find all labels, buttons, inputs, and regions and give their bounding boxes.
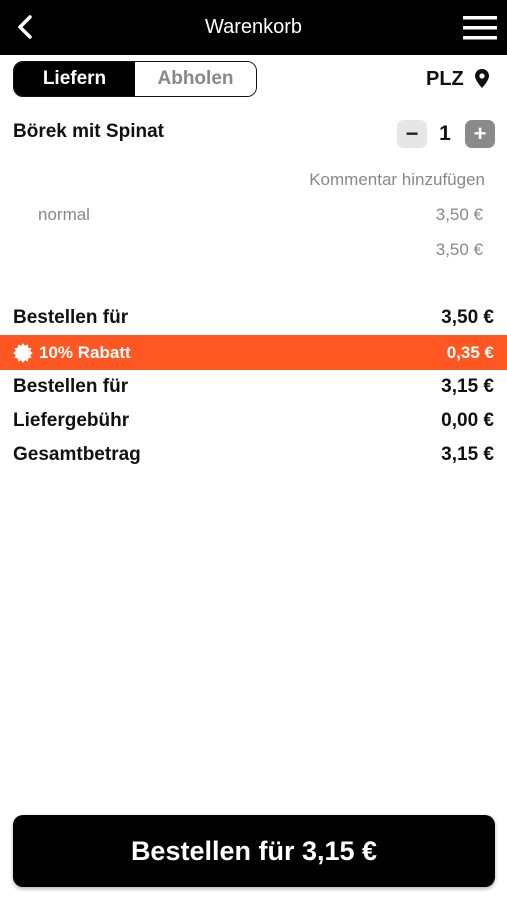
discount-row: 10% Rabatt 0,35 € — [0, 335, 507, 370]
checkout-button[interactable]: Bestellen für 3,15 € — [13, 815, 495, 887]
row-left: Bestellen für — [13, 307, 128, 329]
location-label[interactable]: PLZ — [426, 68, 464, 90]
row-amount: 3,15 € — [441, 376, 494, 397]
item-name: Börek mit Spinat — [13, 121, 164, 142]
back-button[interactable] — [14, 14, 38, 40]
row-amount: 0,00 € — [441, 410, 494, 431]
item-quantity: 1 — [439, 122, 451, 145]
comment-link[interactable]: Kommentar hinzufügen — [309, 170, 485, 189]
row-label: Bestellen für — [13, 307, 129, 328]
item-total: 3,50 € — [435, 240, 483, 259]
row-label: Liefergebühr — [13, 410, 130, 431]
summary-row: Bestellen für 3,50 € — [0, 301, 507, 335]
discount-icon — [13, 342, 33, 363]
row-label: 10% Rabatt — [39, 342, 131, 362]
toggle-option[interactable]: Liefern — [14, 62, 135, 96]
summary-row: Gesamtbetrag 3,15 € — [0, 438, 507, 472]
row-label: Bestellen für — [13, 376, 129, 397]
option-price: 3,50 € — [435, 205, 483, 224]
increase-button[interactable]: + — [465, 120, 495, 148]
row-amount: 3,50 € — [441, 307, 494, 328]
row-amount: 0,35 € — [446, 342, 494, 362]
row-left: Liefergebühr — [13, 410, 129, 432]
toggle-option[interactable]: Abholen — [135, 62, 256, 96]
row-left: 10% Rabatt — [13, 343, 131, 363]
row-label: Gesamtbetrag — [13, 444, 141, 465]
decrease-button[interactable]: − — [397, 120, 427, 148]
summary-row: Liefergebühr 0,00 € — [0, 404, 507, 438]
delivery-toggle: Liefern Abholen — [13, 61, 257, 97]
row-left: Gesamtbetrag — [13, 444, 141, 466]
row-amount: 3,15 € — [441, 444, 494, 465]
option-name: normal — [38, 205, 90, 224]
header: Warenkorb — [0, 0, 507, 55]
row-left: Bestellen für — [13, 376, 128, 398]
summary: Bestellen für 3,50 € 10% Rabatt 0,35 € Beste… — [0, 301, 507, 472]
menu-button[interactable] — [463, 16, 497, 40]
location-icon[interactable] — [474, 68, 490, 90]
summary-row: Bestellen für 3,15 € — [0, 370, 507, 404]
header-title: Warenkorb — [204, 16, 303, 38]
